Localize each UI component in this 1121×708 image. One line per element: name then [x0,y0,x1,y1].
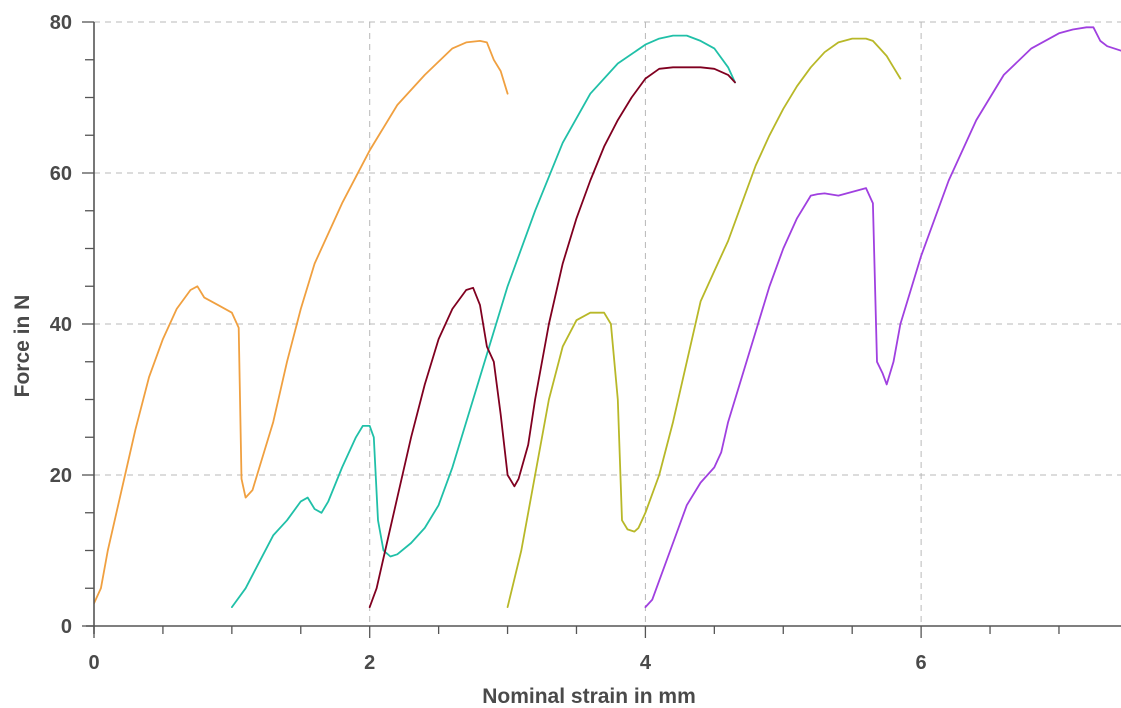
label-layer: 0 20 40 60 80 0 2 4 6 [50,12,927,674]
x-tick-label: 4 [640,652,652,674]
y-axis-title: Force in N [11,295,34,398]
y-tick-label: 60 [50,163,72,185]
x-tick-label: 6 [916,652,927,674]
y-tick-label: 40 [50,314,72,336]
grid-layer [94,21,1121,626]
axis-layer [82,21,1121,638]
x-axis-title: Nominal strain in mm [482,685,696,708]
y-tick-label: 80 [50,12,72,34]
series-line-1 [94,40,509,605]
x-tick-label: 2 [364,652,375,674]
y-tick-label: 20 [50,465,72,487]
y-tick-label: 0 [61,616,72,638]
series-line-2 [231,34,736,608]
series-line-3 [368,66,736,608]
series-line-4 [506,37,902,608]
series-line-5 [644,26,1121,608]
series-layer [94,26,1121,608]
x-tick-label: 0 [88,652,99,674]
